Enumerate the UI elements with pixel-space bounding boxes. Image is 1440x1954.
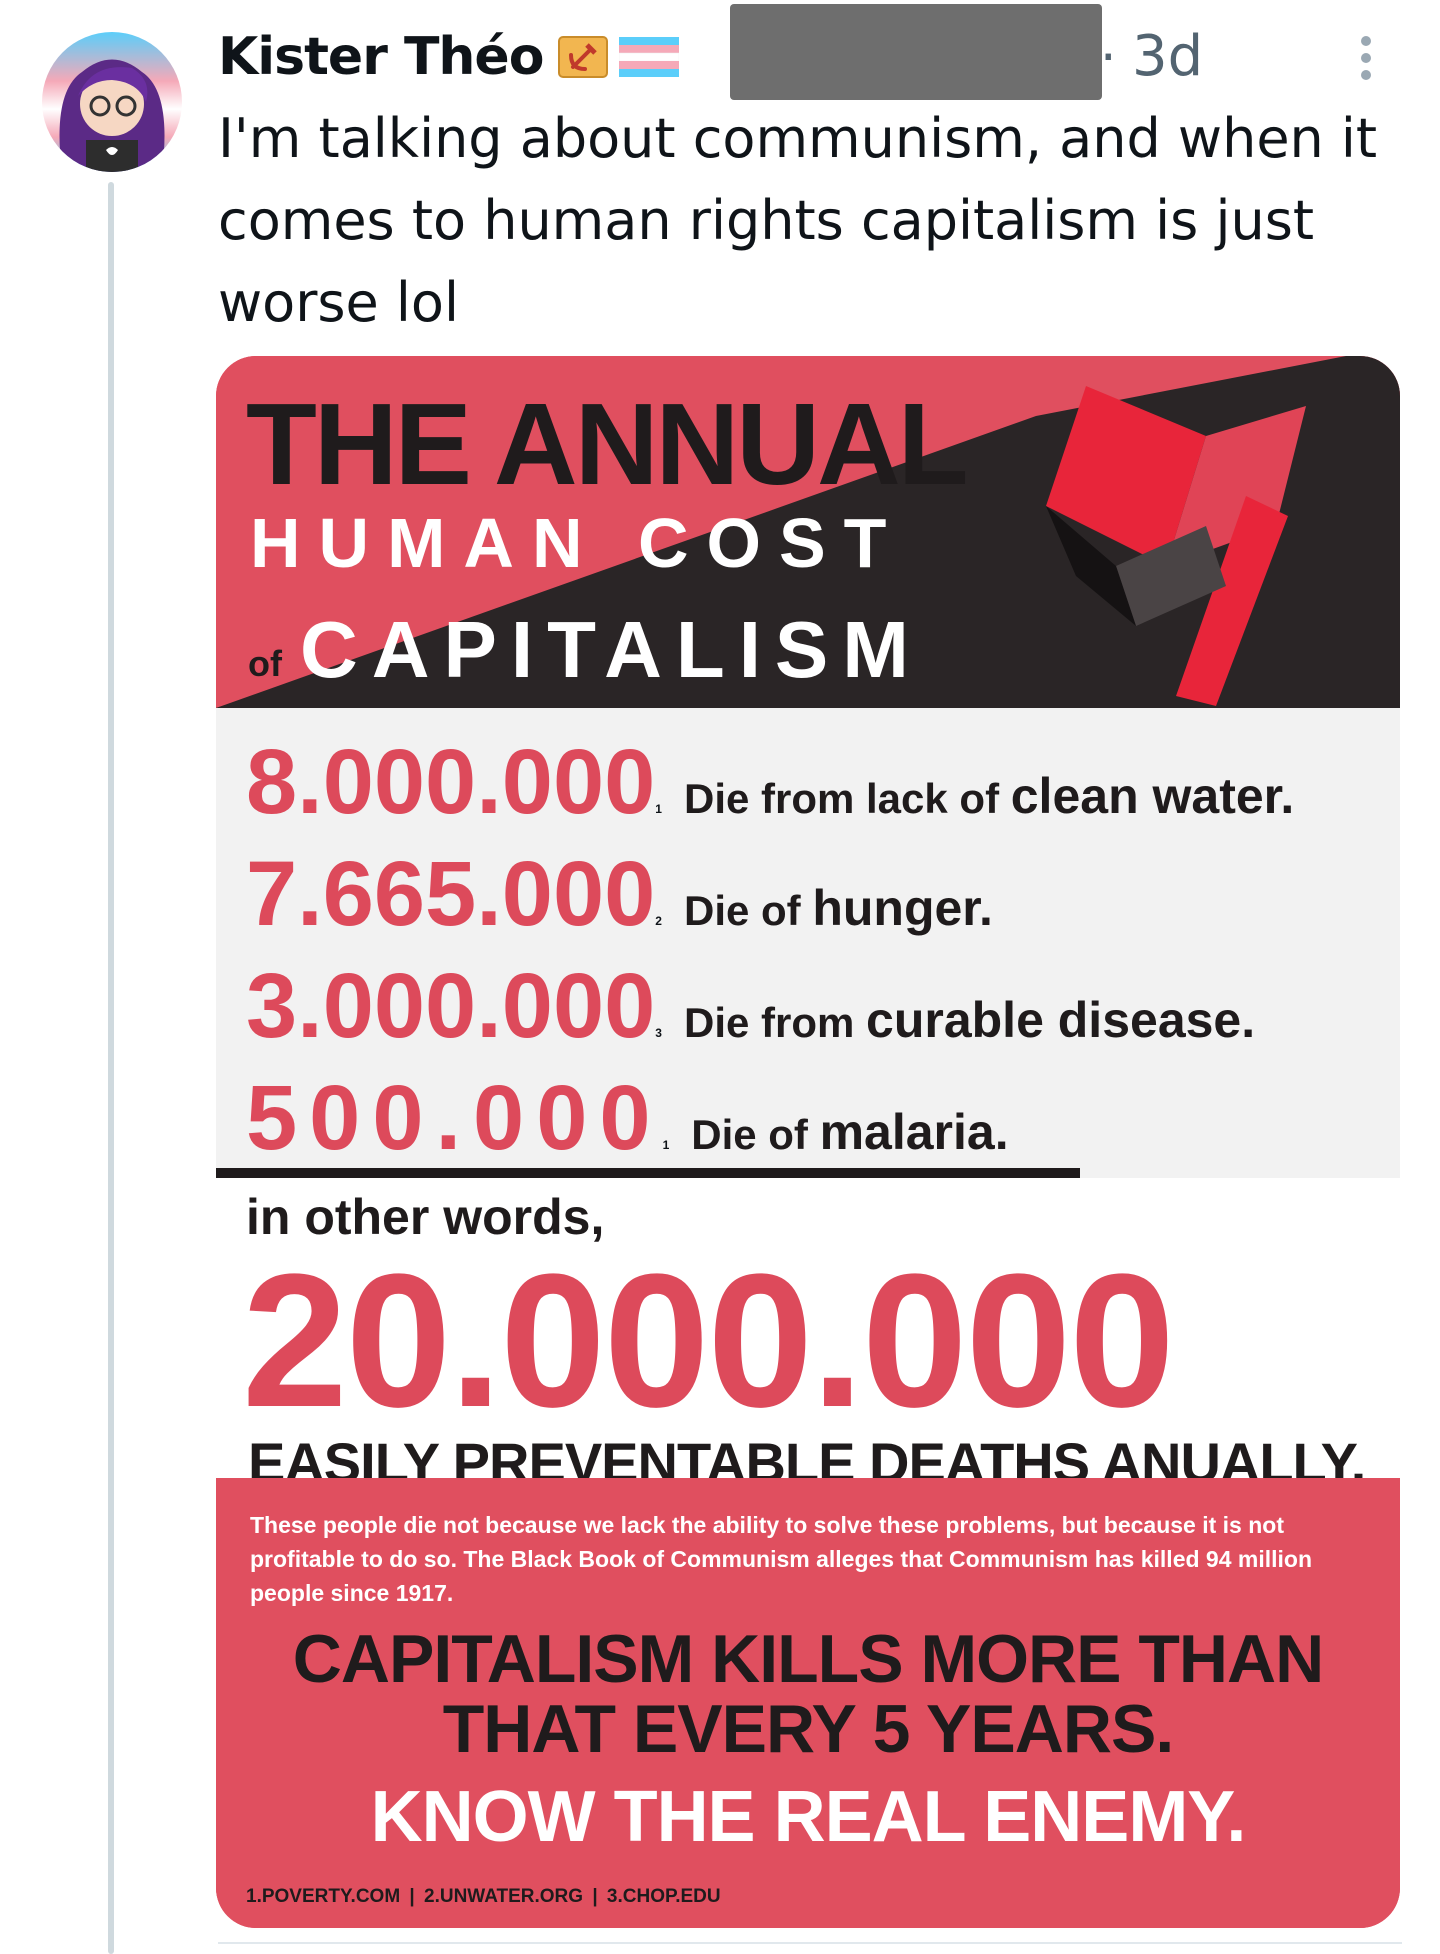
stat-number: 8.000.000 <box>246 731 656 833</box>
trans-flag-icon <box>619 37 680 77</box>
display-name[interactable]: Kister Théo <box>218 27 544 87</box>
attached-image[interactable]: THE ANNUAL HUMAN COST of CAPITALISM 8.00… <box>216 356 1400 1928</box>
image-banner: THE ANNUAL HUMAN COST of CAPITALISM <box>216 356 1400 708</box>
fine-print: These people die not because we lack the… <box>250 1512 1313 1606</box>
avatar-illustration-icon <box>59 59 165 172</box>
stat-footnote: 2 <box>655 914 662 928</box>
red-flag-icon <box>1046 386 1306 706</box>
total-number: 20.000.000 <box>242 1235 1175 1447</box>
stats-divider <box>216 1168 1080 1178</box>
banner-background <box>216 356 1400 708</box>
conclusion-section: These people die not because we lack the… <box>216 1478 1400 1928</box>
hammer-sickle-badge-icon <box>558 36 609 78</box>
poster-title-of: of <box>248 643 282 684</box>
kills-line2: THAT EVERY 5 YEARS. <box>442 1691 1174 1767</box>
stat-text: Die from curable disease. <box>684 991 1255 1049</box>
kills-statement: CAPITALISM KILLS MORE THAN THAT EVERY 5 … <box>216 1624 1400 1764</box>
stat-text: Die of hunger. <box>684 879 993 937</box>
stat-text: Die from lack of clean water. <box>684 767 1294 825</box>
poster-title-line1: THE ANNUAL <box>246 379 969 509</box>
thread-line <box>108 182 114 1954</box>
more-options-icon[interactable] <box>1358 36 1374 84</box>
card-bottom-edge <box>218 1942 1402 1944</box>
stat-text-small: Die of <box>691 1111 808 1158</box>
stat-footnote: 3 <box>655 1026 662 1040</box>
stat-row: 3.000.000 3 Die from curable disease. <box>246 960 1255 1060</box>
stat-text-big: hunger. <box>812 880 993 936</box>
tweet-text: I'm talking about communism, and when it… <box>218 107 1378 334</box>
stat-number: 3.000.000 <box>246 955 656 1057</box>
stat-text-big: clean water. <box>1010 768 1295 824</box>
poster-title-line2: HUMAN COST <box>250 504 905 582</box>
stat-text-small: Die from <box>683 999 855 1046</box>
stat-number: 7.665.000 <box>246 843 656 945</box>
in-other-words: in other words, <box>246 1189 605 1245</box>
stat-text-big: curable disease. <box>866 992 1256 1048</box>
stat-text: Die of malaria. <box>691 1103 1008 1161</box>
stat-row: 500.000 1 Die of malaria. <box>246 1072 1009 1172</box>
sources-footnote: 1.POVERTY.COM | 2.UNWATER.ORG | 3.CHOP.E… <box>246 1886 721 1907</box>
stat-text-small: Die of <box>683 887 801 934</box>
poster-title-line3: CAPITALISM <box>300 605 923 694</box>
kills-line1: CAPITALISM KILLS MORE THAN <box>292 1621 1324 1697</box>
redacted-handle <box>730 4 1102 100</box>
timestamp-separator: · <box>1100 28 1117 88</box>
stat-text-small: Die from lack of <box>683 775 1000 822</box>
tweet-header: Kister Théo <box>218 22 680 92</box>
stats-section: 8.000.000 1 Die from lack of clean water… <box>216 708 1400 1178</box>
avatar[interactable] <box>42 32 182 172</box>
stat-text-big: malaria. <box>819 1104 1009 1160</box>
enemy-slogan: KNOW THE REAL ENEMY. <box>370 1777 1247 1857</box>
stat-number: 500.000 <box>246 1067 663 1169</box>
stat-row: 8.000.000 1 Die from lack of clean water… <box>246 736 1294 836</box>
timestamp[interactable]: 3d <box>1132 24 1204 89</box>
stat-footnote: 1 <box>662 1138 670 1152</box>
stat-row: 7.665.000 2 Die of hunger. <box>246 848 993 948</box>
total-section: in other words, 20.000.000 EASILY PREVEN… <box>216 1178 1400 1494</box>
stat-footnote: 1 <box>655 802 662 816</box>
